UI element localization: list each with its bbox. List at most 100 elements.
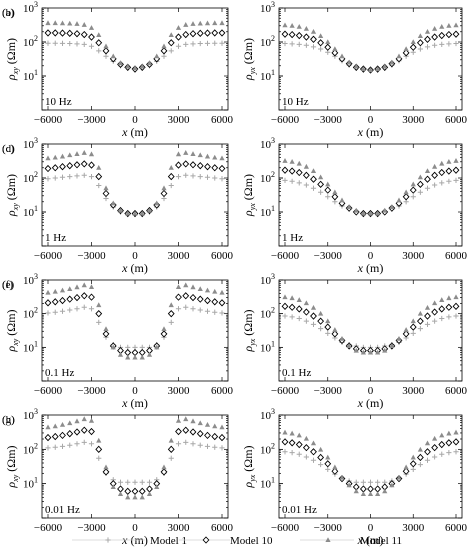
data-point [175, 284, 182, 289]
data-point [432, 318, 438, 324]
data-point [88, 293, 95, 301]
data-point [325, 318, 331, 324]
data-point [183, 172, 189, 178]
data-point [74, 306, 80, 312]
data-point [175, 293, 182, 301]
data-point [183, 439, 189, 445]
data-point [424, 440, 431, 446]
data-point [310, 28, 317, 34]
data-point [282, 429, 288, 435]
data-point [52, 288, 58, 294]
data-point [66, 295, 74, 303]
plot-frame [278, 279, 463, 382]
data-point [204, 29, 211, 37]
data-point [432, 42, 438, 48]
data-point [332, 46, 338, 52]
data-point [402, 193, 410, 201]
x-axis-title: x (m) [357, 533, 384, 547]
data-point [360, 66, 366, 72]
data-point [382, 207, 388, 213]
data-point [167, 39, 175, 47]
data-point [117, 491, 124, 497]
data-point [439, 160, 445, 166]
legend-item-model-10: Model 10 [179, 535, 273, 547]
data-point [66, 430, 74, 438]
data-point [131, 348, 139, 357]
y-axis-title: ρyx (Ωm) [241, 309, 257, 352]
data-point [117, 352, 124, 357]
data-point [52, 20, 58, 26]
data-point [296, 432, 302, 438]
data-point [289, 22, 295, 28]
data-point [410, 39, 416, 44]
data-point [139, 354, 145, 360]
data-point [74, 284, 80, 290]
data-point [375, 491, 381, 497]
data-point [382, 488, 388, 494]
series-model-1 [282, 449, 459, 485]
legend-marker [325, 537, 331, 542]
data-point [168, 182, 174, 189]
data-point [81, 41, 87, 47]
data-point [302, 443, 310, 452]
panel-h: (h) 0.01 Hz −6000 −3000 0 3000 6000 101 102 103 ρy… [2, 407, 467, 547]
panel-label: (a) [2, 7, 15, 19]
data-point [339, 335, 345, 341]
panel-d: (d) 1 Hz −6000 −3000 0 3000 6000 101 102 103 ρyx (… [2, 136, 467, 275]
series-model-11 [282, 429, 459, 497]
data-point [296, 160, 302, 166]
y-axis-title: ρyx (Ωm) [241, 38, 257, 81]
x-tick-label: −6000 [271, 385, 300, 397]
data-point [96, 437, 102, 443]
data-point [452, 30, 460, 38]
data-point [396, 197, 402, 203]
data-point [167, 445, 175, 453]
y-tick-label: 103 [23, 0, 38, 15]
data-point [124, 487, 132, 495]
x-tick-label: 0 [132, 385, 138, 397]
data-point [367, 67, 374, 73]
legend-label: Model 11 [360, 535, 402, 547]
data-point [67, 420, 73, 426]
data-point [102, 47, 110, 55]
data-point [417, 326, 423, 332]
data-point [317, 317, 325, 325]
series-model-10 [281, 166, 460, 218]
data-point [212, 444, 218, 450]
x-tick-label: 3000 [402, 385, 425, 397]
y-tick-label: 102 [260, 34, 275, 49]
data-point [409, 460, 417, 468]
data-point [204, 40, 211, 46]
y-tick-label: 101 [260, 68, 275, 83]
x-tick-label: 6000 [445, 385, 467, 397]
data-point [375, 66, 381, 72]
data-point [51, 164, 59, 172]
series-model-11 [45, 150, 225, 216]
data-point [282, 294, 288, 300]
data-point [74, 21, 80, 26]
data-point [190, 306, 196, 312]
data-point [154, 484, 160, 489]
x-tick-label: −6000 [34, 250, 63, 262]
data-point [175, 151, 182, 157]
series-model-1 [282, 313, 459, 350]
data-point [204, 431, 211, 440]
panel-e: (e) 0.1 Hz −6000 −3000 0 3000 6000 101 102 103 ρxy… [2, 272, 234, 410]
data-point [139, 494, 145, 500]
data-point [196, 29, 204, 37]
data-point [96, 319, 102, 326]
panel-label: (h) [2, 414, 15, 426]
data-point [219, 155, 225, 161]
data-point [303, 25, 309, 31]
data-point [432, 25, 438, 31]
data-point [346, 343, 352, 348]
x-tick-label: −3000 [77, 522, 106, 534]
data-point [125, 354, 131, 360]
data-point [375, 479, 381, 485]
data-point [318, 33, 324, 39]
x-tick-label: 0 [368, 250, 374, 262]
panel-label: (g) [2, 414, 15, 426]
data-point [117, 485, 124, 493]
y-tick-label: 101 [23, 339, 38, 354]
data-point [410, 330, 416, 336]
